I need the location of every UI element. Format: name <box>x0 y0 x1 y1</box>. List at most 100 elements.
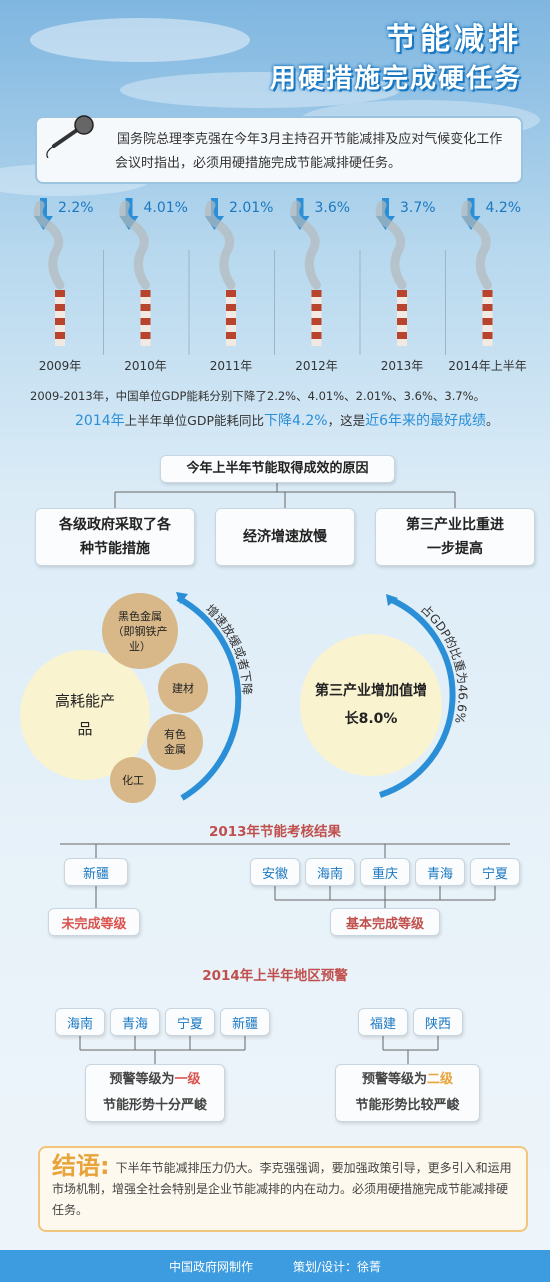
drop-label: 3.6% <box>314 200 351 216</box>
chimney <box>482 290 493 297</box>
footer-design: 策划/设计：徐菁 <box>292 1259 382 1274</box>
chimney <box>397 311 407 318</box>
footer-producer: 中国政府网制作 <box>168 1259 253 1274</box>
chimney <box>482 318 493 325</box>
drop-label: 4.01% <box>143 200 188 216</box>
chimney <box>226 318 236 325</box>
chimney <box>311 290 322 297</box>
chimney <box>226 339 236 346</box>
chimney <box>140 311 151 318</box>
chimney <box>397 332 407 339</box>
region-box: 重庆 <box>360 858 410 886</box>
warning-connectors <box>79 1036 439 1064</box>
region-box: 宁夏 <box>470 858 520 886</box>
warning-situation: 节能形势十分严峻 <box>102 1098 207 1113</box>
conclusion-lead: 结语: <box>52 1152 110 1180</box>
chimney <box>140 332 151 339</box>
chimney <box>55 318 65 325</box>
chimney <box>226 304 236 311</box>
chimney <box>55 297 65 304</box>
chimney <box>55 311 65 318</box>
chimney <box>311 339 322 346</box>
warning-level: 预警等级为二级 <box>362 1067 453 1093</box>
sub-circle: 黑色金属（即钢铁产业） <box>102 593 178 669</box>
chimney <box>397 318 407 325</box>
warning-result: 预警等级为二级 节能形势比较严峻 <box>335 1064 480 1122</box>
region-box: 青海 <box>110 1008 160 1036</box>
sub-circle: 建材 <box>158 663 208 713</box>
summary-part: ，这是 <box>327 413 366 428</box>
reason-item: 经济增速放慢 <box>215 508 355 566</box>
summary-part: 上半年单位GDP能耗同比 <box>124 413 264 428</box>
chimney <box>397 304 407 311</box>
chimney <box>482 297 493 304</box>
region-box: 新疆 <box>220 1008 270 1036</box>
smoke <box>375 200 407 290</box>
region-box: 陕西 <box>413 1008 463 1036</box>
summary-part: 2014年 <box>75 413 125 429</box>
chimney <box>311 318 322 325</box>
region-box: 青海 <box>415 858 465 886</box>
chimney <box>482 304 493 311</box>
tertiary-circle: 第三产业增加值增长8.0% <box>300 634 442 776</box>
warning-situation: 节能形势比较严峻 <box>355 1098 460 1113</box>
chimney <box>140 325 151 332</box>
chimney <box>140 297 151 304</box>
summary-part: 。 <box>486 413 499 428</box>
region-box: 宁夏 <box>165 1008 215 1036</box>
smoke <box>461 200 492 290</box>
chimney <box>226 311 236 318</box>
reason-item: 第三产业比重进一步提高 <box>375 508 535 566</box>
chimney <box>482 332 493 339</box>
reasons-connectors <box>114 482 456 508</box>
subtitle: 用硬措施完成硬任务 <box>269 64 522 94</box>
region-box: 海南 <box>305 858 355 886</box>
reasons-title: 今年上半年节能取得成效的原因 <box>160 455 395 483</box>
conclusion-box: 结语: 下半年节能减排压力仍大。李克强强调，要加强政策引导，更多引入和运用市场机制… <box>38 1146 528 1232</box>
chimney <box>397 297 407 304</box>
chimney <box>55 332 65 339</box>
sub-circle: 化工 <box>110 757 156 803</box>
drop-label: 2.01% <box>229 200 274 216</box>
smoke <box>204 200 236 290</box>
smoke <box>33 200 65 290</box>
chimney <box>55 304 65 311</box>
chimney <box>55 325 65 332</box>
chimney <box>226 290 236 297</box>
smoke <box>119 200 150 290</box>
conclusion-text: 下半年节能减排压力仍大。李克强强调，要加强政策引导，更多引入和运用市场机制，增强… <box>52 1161 512 1217</box>
summary-line: 2009-2013年，中国单位GDP能耗分别下降了2.2%、4.01%、2.01… <box>30 389 486 403</box>
intro-text: 国务院总理李克强在今年3月主持召开节能减排及应对气候变化工作会议时指出，必须用硬… <box>115 132 503 171</box>
chimney <box>226 332 236 339</box>
smoke <box>290 200 321 290</box>
level-value: 一级 <box>174 1072 201 1087</box>
year-label: 2013年 <box>380 359 424 373</box>
chimney <box>397 290 407 297</box>
summary-part: 近6年来的最好成绩 <box>365 413 487 429</box>
chimney <box>140 290 151 297</box>
chimney <box>140 339 151 346</box>
summary-part: 下降4.2% <box>264 413 328 429</box>
region-box: 海南 <box>55 1008 105 1036</box>
chimneys <box>33 198 493 355</box>
chimney <box>140 304 151 311</box>
summary-highlight: 2014年上半年单位GDP能耗同比下降4.2%，这是近6年来的最好成绩。 <box>75 410 499 430</box>
result-box: 未完成等级 <box>48 908 140 936</box>
chimney <box>482 311 493 318</box>
chimney <box>397 339 407 346</box>
chimney <box>397 325 407 332</box>
section-title: 2013年节能考核结果 <box>208 824 342 840</box>
chimney <box>140 318 151 325</box>
chimney <box>311 297 322 304</box>
year-label: 2011年 <box>209 359 253 373</box>
chimney <box>311 325 322 332</box>
drop-label: 3.7% <box>400 200 436 216</box>
chimney <box>482 339 493 346</box>
year-label: 2014年上半年 <box>448 359 527 373</box>
chimney <box>55 339 65 346</box>
level-prefix: 预警等级为 <box>361 1072 427 1087</box>
region-box: 安徽 <box>250 858 300 886</box>
year-label: 2010年 <box>124 359 167 373</box>
chimney <box>226 297 236 304</box>
